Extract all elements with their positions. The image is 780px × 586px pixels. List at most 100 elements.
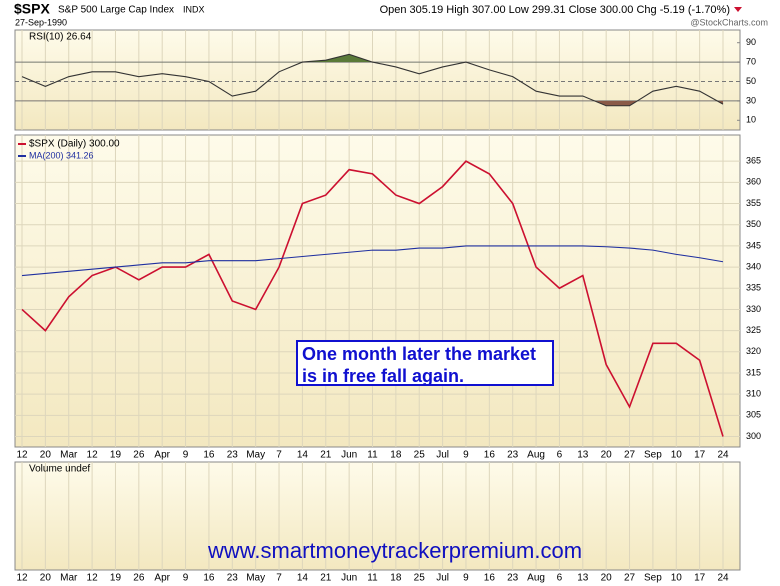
x-tick-label: 21 xyxy=(320,450,332,461)
x-tick-label: 19 xyxy=(110,573,122,584)
x-tick-label: 20 xyxy=(40,450,52,461)
x-tick-label: 12 xyxy=(87,573,99,584)
y-tick-label: 305 xyxy=(746,410,761,420)
x-tick-label: 27 xyxy=(624,450,636,461)
panel xyxy=(14,29,741,131)
x-tick-label: 17 xyxy=(694,450,706,461)
x-tick-label: 26 xyxy=(133,450,145,461)
x-tick-label: 9 xyxy=(463,573,469,584)
x-tick-label: 18 xyxy=(390,450,402,461)
x-tick-label: 12 xyxy=(87,450,99,461)
x-tick-label: 9 xyxy=(183,450,189,461)
x-tick-label: Sep xyxy=(644,573,662,584)
y-tick-label: 345 xyxy=(746,240,761,250)
x-tick-label: 16 xyxy=(203,450,215,461)
x-tick-label: 25 xyxy=(414,573,426,584)
y-tick-label: 70 xyxy=(746,56,756,66)
x-tick-label: 23 xyxy=(227,573,239,584)
x-tick-label: 9 xyxy=(183,573,189,584)
x-tick-label: 19 xyxy=(110,450,122,461)
y-tick-label: 350 xyxy=(746,219,761,229)
x-tick-label: 17 xyxy=(694,573,706,584)
x-tick-label: 13 xyxy=(577,450,589,461)
y-tick-label: 365 xyxy=(746,156,761,166)
x-tick-label: 12 xyxy=(16,573,28,584)
series-line xyxy=(21,160,724,437)
index-name: S&P 500 Large Cap Index xyxy=(58,5,174,16)
x-tick-label: Aug xyxy=(527,573,545,584)
x-tick-label: 21 xyxy=(320,573,332,584)
x-tick-label: 25 xyxy=(414,450,426,461)
x-tick-label: 18 xyxy=(390,573,402,584)
y-tick-label: 340 xyxy=(746,261,761,271)
x-tick-label: 20 xyxy=(40,573,52,584)
y-tick-label: 310 xyxy=(746,389,761,399)
x-tick-label: 7 xyxy=(276,573,282,584)
legend-label: MA(200) 341.26 xyxy=(29,150,94,160)
y-tick-label: 360 xyxy=(746,177,761,187)
y-tick-label: 50 xyxy=(746,76,756,86)
y-tick-label: 335 xyxy=(746,283,761,293)
x-tick-label: 10 xyxy=(671,450,683,461)
x-tick-label: 14 xyxy=(297,573,309,584)
rsi-fill xyxy=(302,54,373,63)
panel-title: Volume undef xyxy=(29,464,90,475)
x-tick-label: 16 xyxy=(203,573,215,584)
footer: www.smartmoneytrackerpremium.com xyxy=(207,538,582,563)
x-tick-label: 13 xyxy=(577,573,589,584)
x-tick-label: 6 xyxy=(557,573,563,584)
x-tick-label: Jul xyxy=(436,450,449,461)
legend-label: $SPX (Daily) 300.00 xyxy=(29,139,120,150)
x-tick-label: 24 xyxy=(717,450,729,461)
x-tick-label: 14 xyxy=(297,450,309,461)
x-tick-label: 9 xyxy=(463,450,469,461)
symbol: $SPX xyxy=(14,1,50,17)
x-tick-label: May xyxy=(246,450,265,461)
x-tick-label: Apr xyxy=(154,573,170,584)
x-tick-label: Apr xyxy=(154,450,170,461)
x-tick-label: Jun xyxy=(341,450,357,461)
x-tick-label: 26 xyxy=(133,573,145,584)
x-tick-label: 16 xyxy=(484,450,496,461)
x-tick-label: Aug xyxy=(527,450,545,461)
rsi-fill xyxy=(594,100,723,106)
x-tick-label: 23 xyxy=(227,450,239,461)
exchange: INDX xyxy=(183,4,205,14)
legend-swatch xyxy=(18,143,26,145)
y-tick-label: 320 xyxy=(746,346,761,356)
series-line xyxy=(21,53,724,107)
y-tick-label: 90 xyxy=(746,37,756,47)
y-tick-label: 355 xyxy=(746,198,761,208)
y-tick-label: 315 xyxy=(746,367,761,377)
x-tick-label: 7 xyxy=(276,450,282,461)
x-tick-label: 23 xyxy=(507,573,519,584)
panel xyxy=(14,134,741,448)
down-arrow xyxy=(734,7,742,12)
x-tick-label: 6 xyxy=(557,450,563,461)
x-tick-label: Sep xyxy=(644,450,662,461)
credit: @StockCharts.com xyxy=(690,17,768,27)
y-tick-label: 10 xyxy=(746,115,756,125)
x-tick-label: May xyxy=(246,573,265,584)
x-tick-label: 20 xyxy=(601,450,613,461)
x-tick-label: Jul xyxy=(436,573,449,584)
panel xyxy=(14,461,741,571)
y-tick-label: 30 xyxy=(746,95,756,105)
x-tick-label: 27 xyxy=(624,573,636,584)
x-tick-label: 20 xyxy=(601,573,613,584)
quote: Open 305.19 High 307.00 Low 299.31 Close… xyxy=(380,4,730,16)
y-tick-label: 325 xyxy=(746,325,761,335)
x-tick-label: 11 xyxy=(367,573,378,584)
x-tick-label: 10 xyxy=(671,573,683,584)
x-tick-label: 24 xyxy=(717,573,729,584)
x-tick-label: Jun xyxy=(341,573,357,584)
legend-swatch xyxy=(18,155,26,157)
x-tick-label: Mar xyxy=(60,573,78,584)
x-tick-label: 11 xyxy=(367,450,378,461)
y-tick-label: 330 xyxy=(746,304,761,314)
annotation: One month later the market is in free fa… xyxy=(296,340,554,386)
y-tick-label: 300 xyxy=(746,431,761,441)
